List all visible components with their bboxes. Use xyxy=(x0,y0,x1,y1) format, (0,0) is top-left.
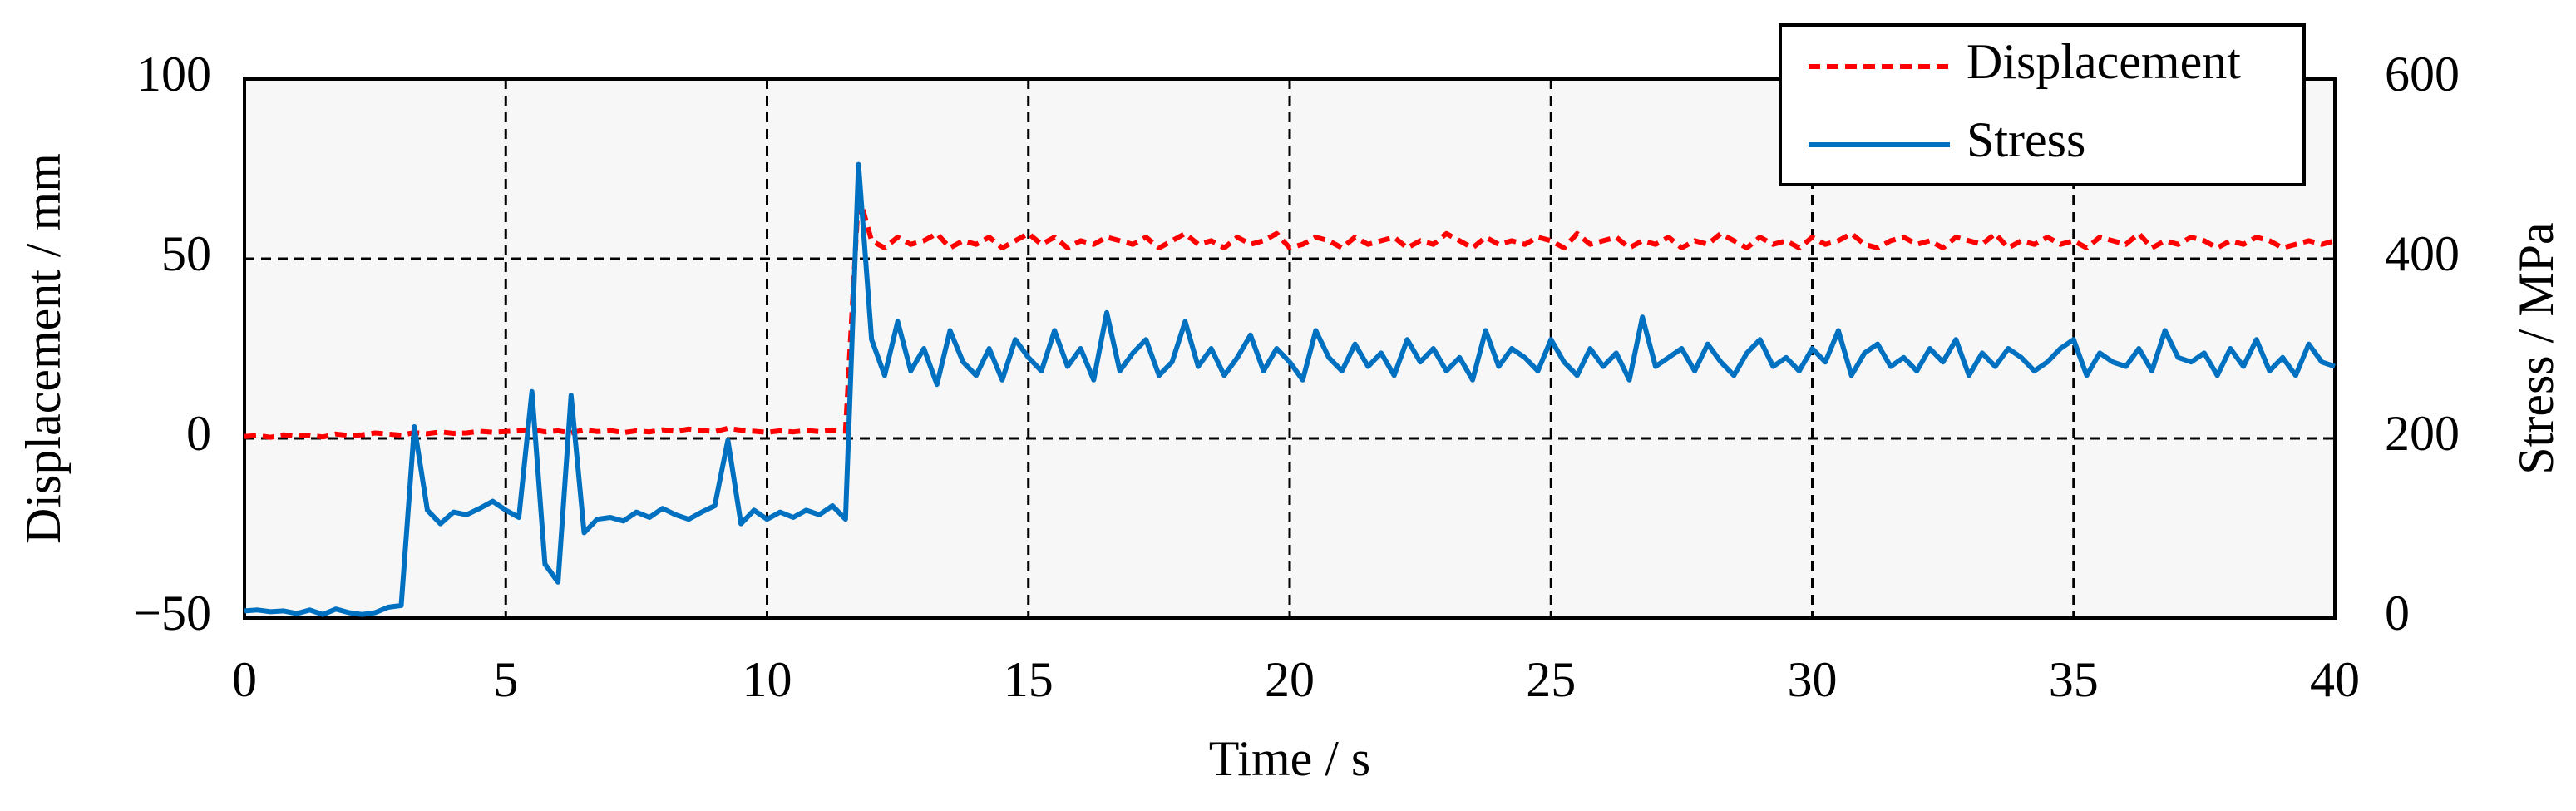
x-tick-label: 15 xyxy=(1004,652,1054,707)
series-line xyxy=(244,161,2336,617)
x-tick-label: 10 xyxy=(743,652,792,707)
y2-tick-label: 0 xyxy=(2385,586,2410,640)
y-axis-title: Displacement / mm xyxy=(16,153,71,544)
legend-box xyxy=(1779,23,2306,186)
y-tick-label: −50 xyxy=(133,586,211,640)
x-tick-label: 5 xyxy=(493,652,518,707)
y2-axis-title: Stress / MPa xyxy=(2509,222,2564,474)
plot-frame xyxy=(243,77,2337,620)
y-tick-label: 0 xyxy=(186,406,211,461)
y2-tick-label: 200 xyxy=(2385,406,2460,461)
x-tick-label: 30 xyxy=(1788,652,1838,707)
legend-label: Displacement xyxy=(1967,34,2241,89)
y2-tick-label: 400 xyxy=(2385,226,2460,281)
x-tick-label: 35 xyxy=(2049,652,2099,707)
x-tick-label: 40 xyxy=(2310,652,2360,707)
y2-tick-label: 600 xyxy=(2385,47,2460,101)
y-tick-label: 100 xyxy=(136,47,211,101)
series-line xyxy=(244,191,2336,440)
x-tick-label: 20 xyxy=(1265,652,1315,707)
x-axis-title: Time / s xyxy=(1209,731,1371,786)
x-tick-label: 25 xyxy=(1526,652,1576,707)
legend-label: Stress xyxy=(1967,112,2085,167)
y-tick-label: 50 xyxy=(161,226,211,281)
x-tick-label: 0 xyxy=(232,652,257,707)
